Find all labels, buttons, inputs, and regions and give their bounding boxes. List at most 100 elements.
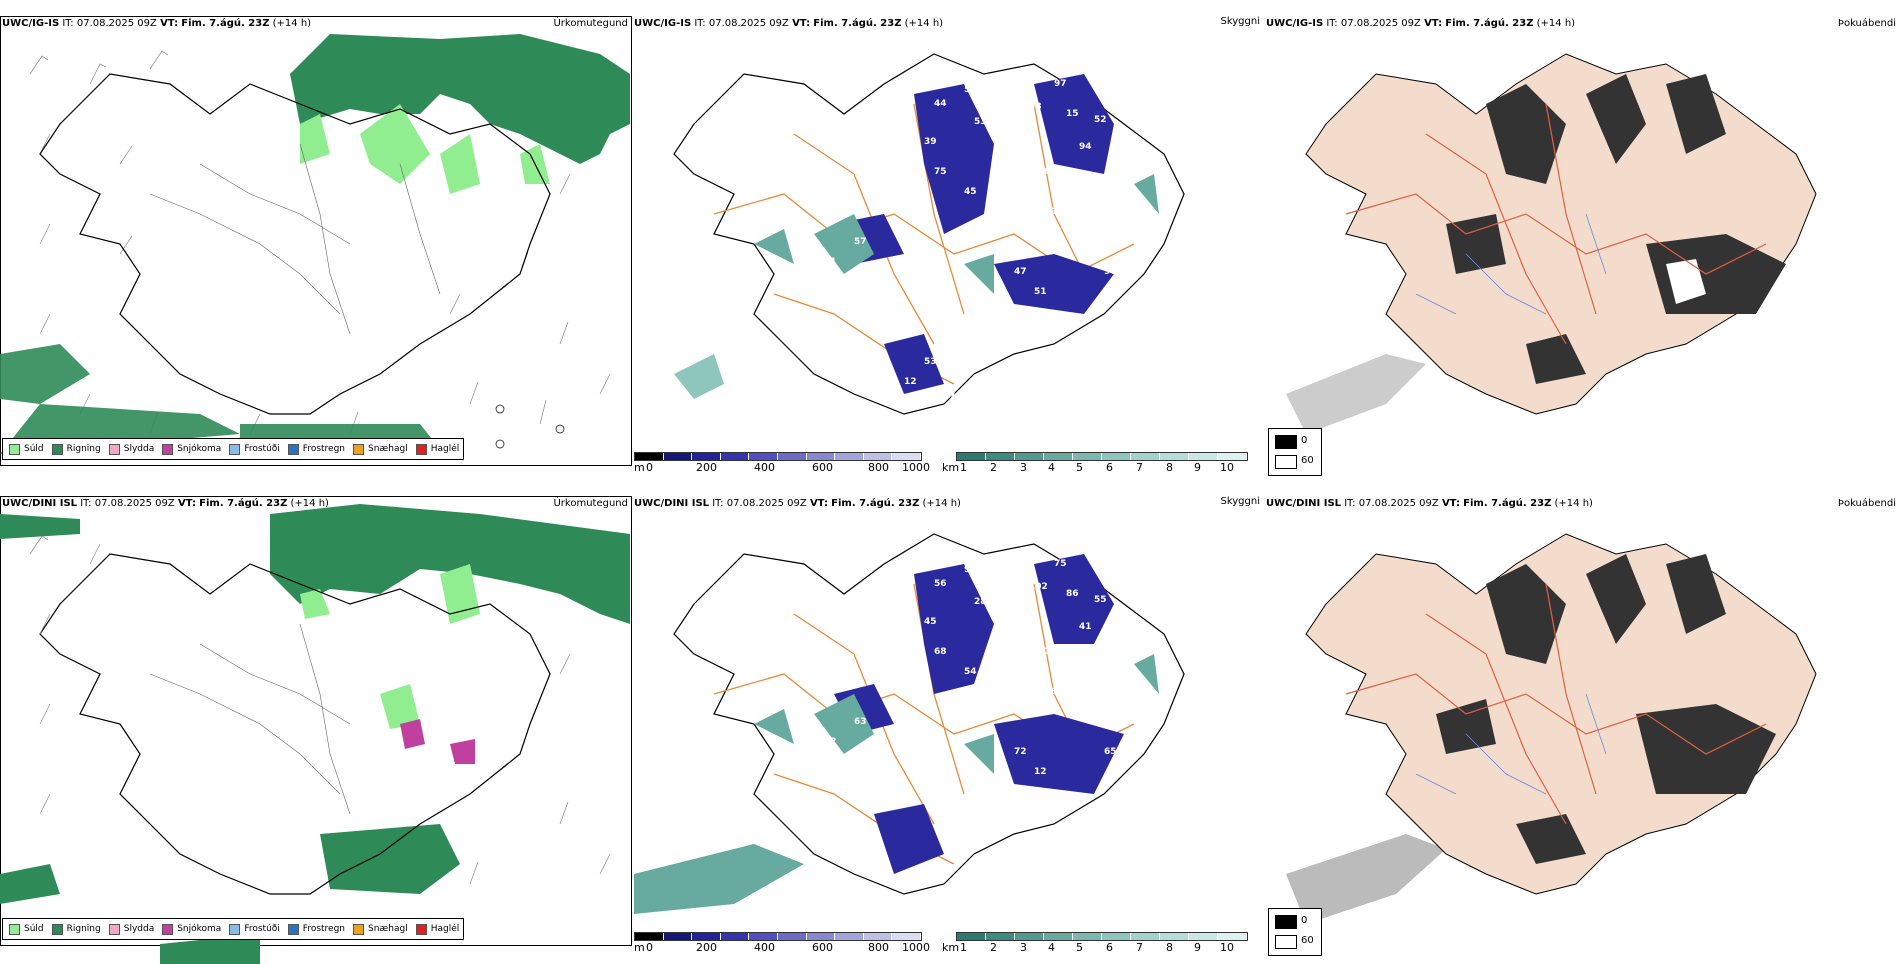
visibility-value: 62 (824, 737, 837, 747)
colorbar-step (863, 453, 893, 460)
colorbar-step (663, 453, 693, 460)
visibility-value: 43 (954, 227, 967, 237)
fog-key-black (1275, 435, 1297, 449)
colorbar-step (720, 933, 750, 940)
visibility-value: 86 (1066, 589, 1079, 599)
visibility-value: 72 (949, 392, 962, 402)
visibility-value: 63 (854, 717, 867, 727)
visibility-numbers-layer: 44 59 97 39 53 98 15 52 94 75 45 68 69 37 89 43 57 41 47 51… (824, 79, 1152, 402)
colorbar-step (663, 933, 693, 940)
legend-swatch (353, 923, 365, 935)
visibility-value: 59 (964, 85, 977, 95)
visibility-value: 15 (1066, 109, 1079, 119)
iceland-outline (39, 73, 551, 415)
green-precip (0, 504, 630, 624)
visibility-numbers-layer: 56 91 75 45 28 102 86 55 41 68 54 91 125 116 98 138 63 62… (824, 559, 1123, 777)
visibility-value: 138 (954, 707, 973, 717)
visibility-value: 41 (1079, 622, 1092, 632)
legend-swatch (415, 923, 427, 935)
panel-type-label: Úrkomutegund (553, 18, 628, 29)
panel-header: UWC/DINI ISL IT: 07.08.2025 09Z VT: Fim.… (1266, 498, 1896, 509)
visibility-value: 72 (1014, 747, 1027, 757)
visibility-value: 96 (1104, 267, 1117, 277)
colorbar-step (635, 933, 664, 940)
legend-swatch (108, 923, 120, 935)
precip-type-legend: Súld Rigning Slydda Snjókoma Frostúði Fr… (2, 918, 465, 940)
colorbar-step (892, 933, 921, 940)
visibility-value: 89 (1044, 207, 1057, 217)
colorbar-step (957, 933, 986, 940)
legend-swatch (287, 443, 299, 455)
visibility-value: 89 (884, 387, 897, 397)
visibility-value: 44 (934, 99, 947, 109)
map-frame (0, 16, 632, 466)
visibility-value: 91 (964, 565, 977, 575)
map-frame (0, 496, 632, 946)
visibility-value: 91 (992, 655, 1005, 665)
colorbar-step (1189, 453, 1218, 460)
visibility-value: 55 (1094, 595, 1107, 605)
colorbar-step (986, 453, 1015, 460)
colorbar-step (835, 453, 864, 460)
visibility-value: 45 (924, 617, 937, 627)
colorbar-step (1189, 933, 1218, 940)
visibility-value: 12 (1034, 767, 1047, 777)
colorbar-step (863, 933, 893, 940)
fog-panel-top: UWC/IG-IS IT: 07.08.2025 09Z VT: Fim. 7.… (1266, 14, 1900, 484)
visibility-map (634, 533, 1185, 914)
height-colorbar: m 0 200 400 600 800 1000 (634, 452, 934, 474)
legend-swatch (415, 443, 427, 455)
visibility-value: 68 (934, 647, 947, 657)
visibility-value: 12 (904, 377, 917, 387)
colorbar-step (692, 453, 721, 460)
visibility-value: 79 (1139, 282, 1152, 292)
panel-type-label: Skyggni (1220, 16, 1260, 27)
visibility-value: 54 (964, 667, 977, 677)
legend-swatch (51, 443, 63, 455)
legend-swatch (51, 923, 63, 935)
colorbar-step (1131, 453, 1160, 460)
legend-swatch (287, 923, 299, 935)
colorbar-step (635, 453, 664, 460)
colorbar-step (1073, 453, 1102, 460)
panel-type-label: Úrkomutegund (553, 498, 628, 509)
visibility-value: 47 (1014, 267, 1027, 277)
panel-type-label: Þokuábendi (1837, 498, 1896, 509)
precip-map (0, 34, 630, 454)
panel-header: UWC/IG-IS IT: 07.08.2025 09Z VT: Fim. 7.… (1266, 18, 1896, 29)
panel-header: UWC/IG-IS IT: 07.08.2025 09Z VT: Fim. 7.… (2, 18, 628, 29)
precip-type-panel-bottom: UWC/DINI ISL IT: 07.08.2025 09Z VT: Fim.… (0, 494, 632, 964)
colorbar-step (692, 933, 721, 940)
visibility-value: 56 (934, 579, 947, 589)
precip-type-legend: Súld Rigning Slydda Snjókoma Frostúði Fr… (2, 438, 465, 460)
legend-swatch (229, 443, 241, 455)
panel-header: UWC/IG-IS IT: 07.08.2025 09Z VT: Fim. 7.… (634, 16, 1260, 29)
visibility-value: 41 (824, 257, 837, 267)
colorbar-step (749, 453, 778, 460)
colorbar-step (1015, 453, 1044, 460)
colorbar-step (957, 453, 986, 460)
visibility-value: 68 (992, 175, 1005, 185)
visibility-value: 88 (964, 347, 977, 357)
legend-swatch (353, 443, 365, 455)
colorbar-step (749, 933, 778, 940)
fog-key-white (1275, 455, 1297, 469)
visibility-value: 39 (924, 137, 937, 147)
visibility-value: 57 (854, 237, 867, 247)
colorbar-step (1102, 933, 1131, 940)
visibility-value: 53 (924, 357, 937, 367)
green-precip (290, 34, 630, 164)
visibility-value: 51 (1034, 287, 1047, 297)
legend-swatch (162, 443, 174, 455)
panel-header: UWC/DINI ISL IT: 07.08.2025 09Z VT: Fim.… (2, 498, 628, 509)
colorbar-step (1160, 933, 1189, 940)
panel-header: UWC/DINI ISL IT: 07.08.2025 09Z VT: Fim.… (634, 496, 1260, 509)
fog-key: 0 60 (1268, 428, 1322, 476)
visibility-value: 125 (1044, 647, 1063, 657)
legend-swatch (108, 443, 120, 455)
visibility-value: 75 (1054, 559, 1067, 569)
colorbar-step (1102, 453, 1131, 460)
colorbar-step (806, 933, 836, 940)
colorbar-step (777, 933, 807, 940)
visibility-value: 52 (1094, 115, 1107, 125)
